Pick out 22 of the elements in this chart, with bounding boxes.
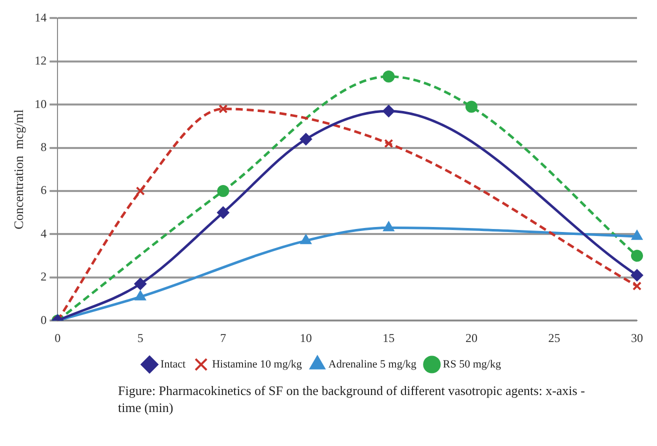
x-tick-label: 5 (137, 330, 144, 345)
y-tick-label: 0 (40, 312, 47, 327)
y-tick-label: 4 (40, 226, 47, 240)
x-tick-label: 0 (54, 330, 61, 345)
y-tick-label: 10 (34, 96, 47, 111)
x-tick-label: 15 (382, 330, 395, 345)
x-tick-label: 25 (548, 330, 560, 345)
y-tick-label: 8 (40, 140, 47, 154)
text: Figure: Pharmacokinetics of SF on the background of different vasotropic agents: x-axis - time (min) (117, 382, 586, 416)
y-tick-label: 2 (40, 270, 47, 284)
y-tick-label: 12 (34, 54, 47, 68)
y-axis-title: Concentration mcg/ml (11, 109, 26, 230)
y-tick-label: 14 (34, 10, 47, 24)
legend-label: Adrenaline 5 mg/kg (328, 358, 417, 370)
x-tick-label: 30 (631, 330, 643, 345)
legend-label: RS 50 mg/kg (442, 358, 502, 370)
x-tick-label: 20 (465, 330, 478, 345)
x-tick-label: 10 (300, 330, 312, 345)
y-tick-label: 6 (40, 183, 47, 198)
legend-label: Histamine 10 mg/kg (212, 358, 302, 370)
x-tick-label: 7 (220, 330, 226, 345)
legend-label: Intact (160, 358, 186, 370)
